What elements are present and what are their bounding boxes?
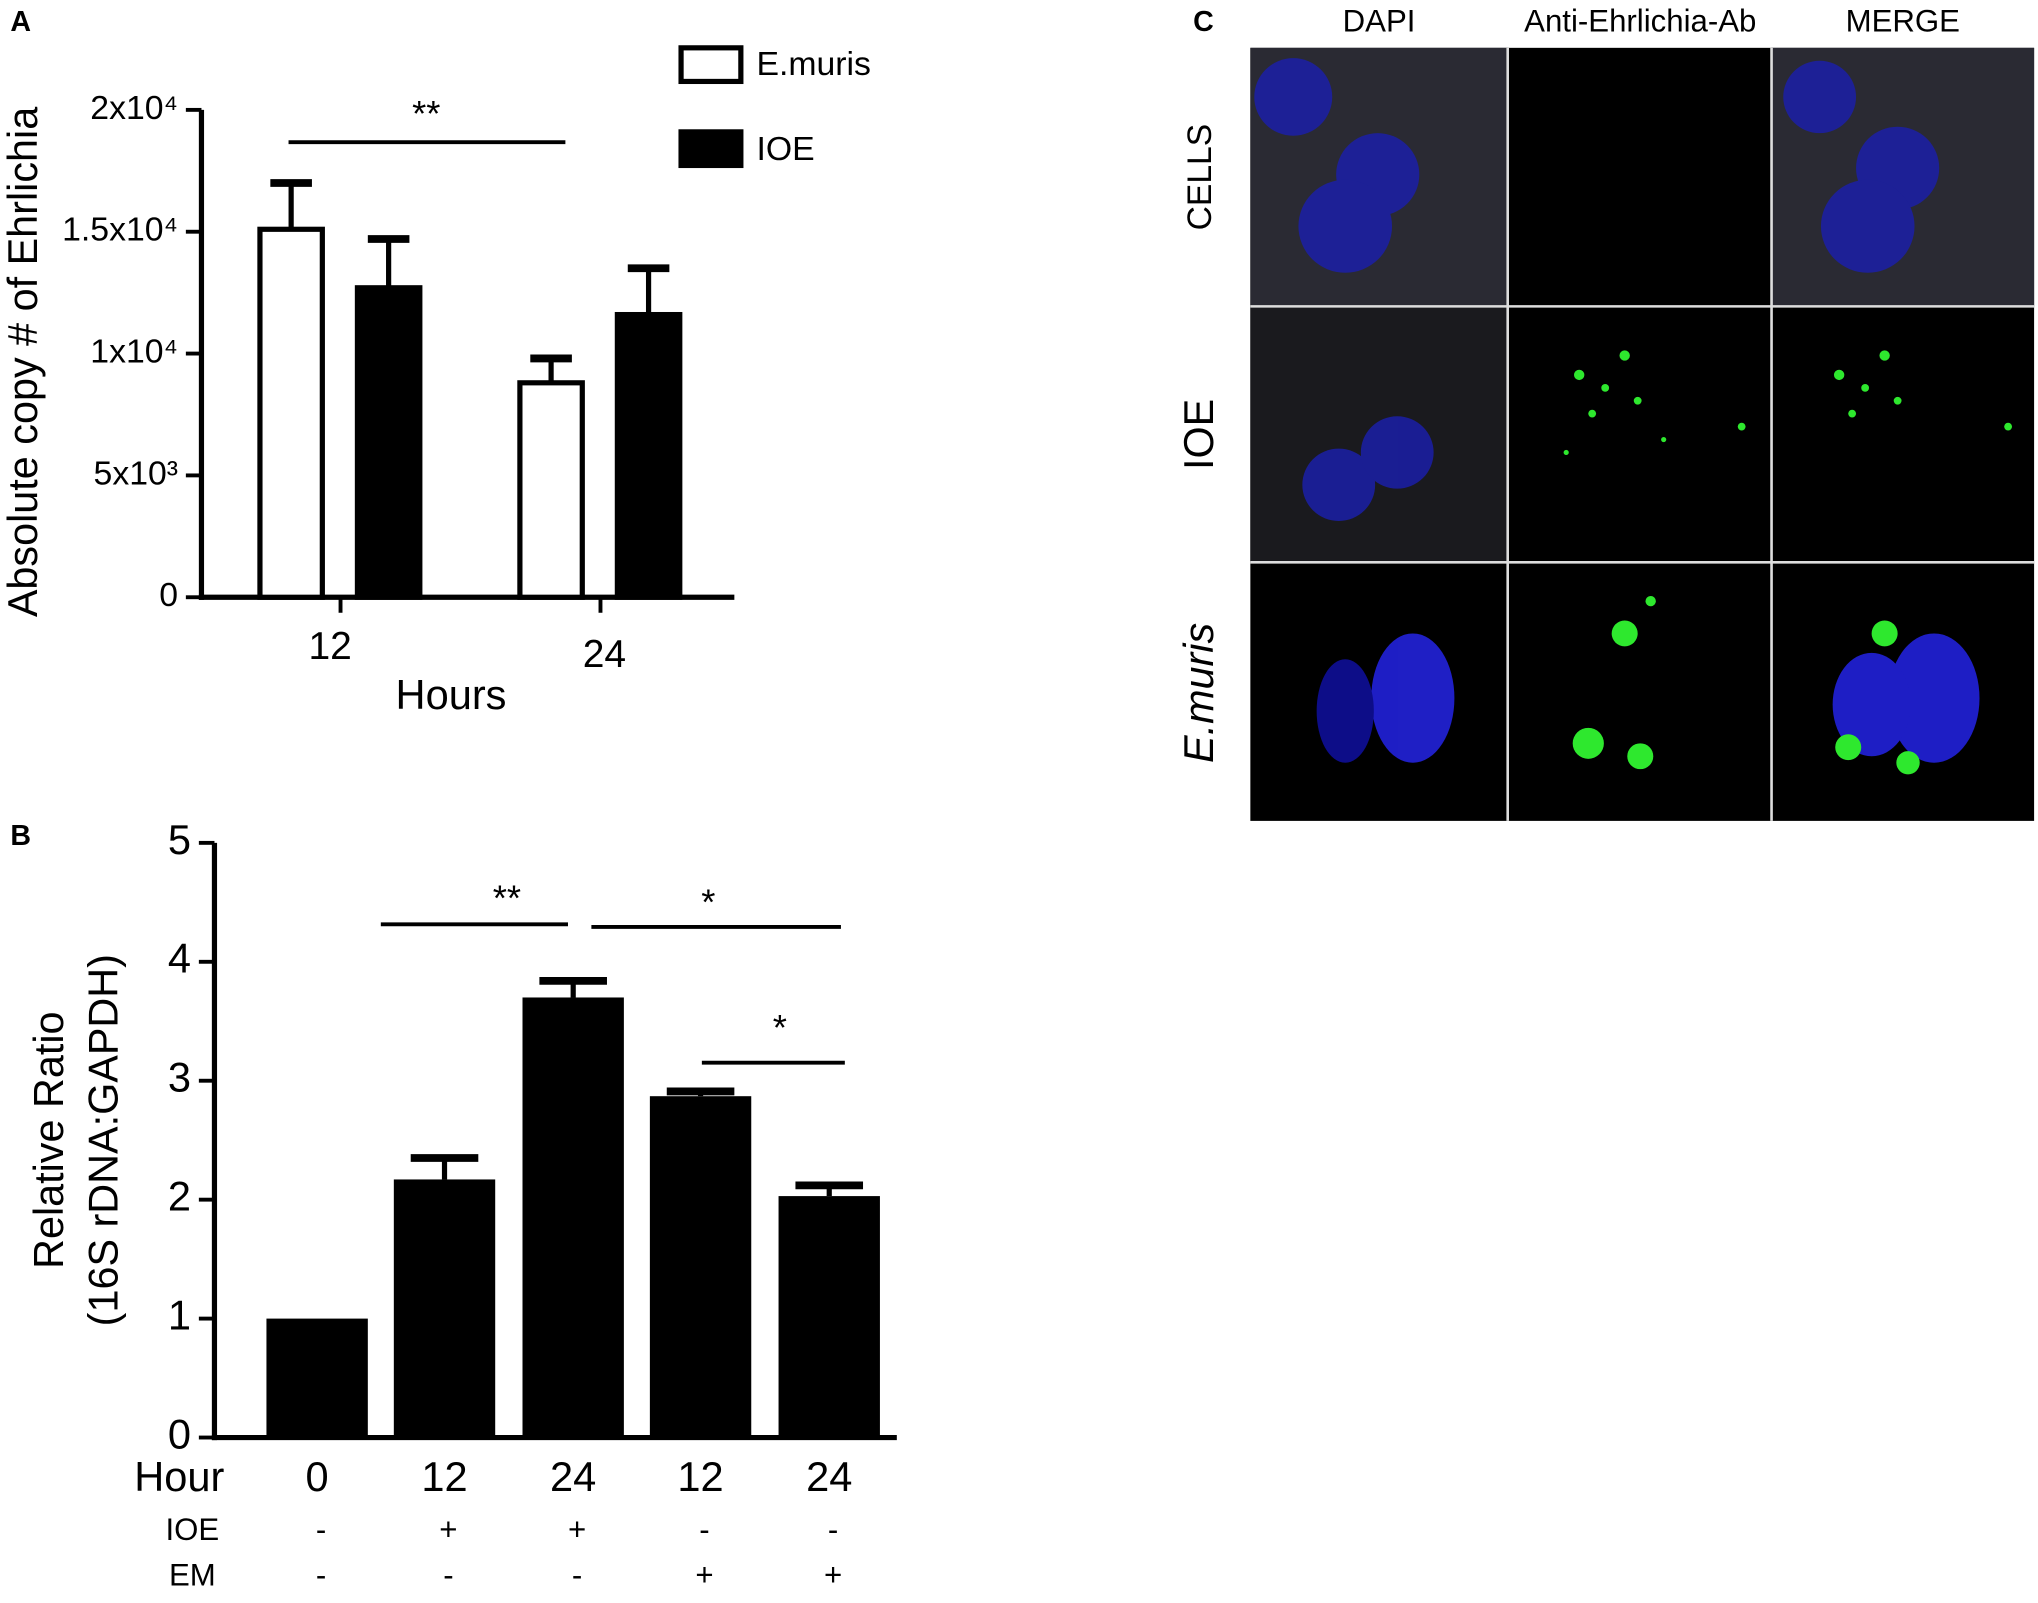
bar — [266, 1318, 368, 1438]
x-tick-label: 24 — [806, 1453, 852, 1500]
significance-label: ** — [493, 878, 521, 919]
x-tick-label: 24 — [583, 633, 626, 676]
y-tick-label: 2 — [168, 1173, 191, 1220]
row-value: - — [572, 1557, 582, 1592]
legend-swatch — [678, 129, 744, 169]
row-value: - — [316, 1512, 326, 1547]
row-value: + — [439, 1512, 457, 1547]
legend-swatch — [678, 45, 744, 85]
row-name: IOE — [166, 1512, 220, 1547]
legend-label: IOE — [756, 130, 814, 168]
legend-label: E.muris — [756, 45, 870, 83]
bar — [393, 1179, 496, 1438]
panel-label: B — [10, 820, 31, 852]
bar — [522, 997, 624, 1438]
y-axis-title: (16S rDNA:GAPDH) — [79, 954, 126, 1326]
y-tick-label: 5x10³ — [94, 454, 179, 492]
row-label: IOE — [1175, 399, 1222, 470]
bar — [354, 285, 423, 600]
y-tick-label: 4 — [168, 935, 191, 982]
row-value: - — [443, 1557, 453, 1592]
row-value: - — [828, 1512, 838, 1547]
row-name: EM — [169, 1557, 216, 1592]
y-tick-label: 5 — [168, 816, 191, 863]
column-header: MERGE — [1846, 4, 1960, 39]
bar — [517, 380, 585, 600]
row-value: - — [316, 1557, 326, 1592]
significance-label: * — [701, 882, 715, 923]
bar — [257, 226, 325, 600]
x-tick-label: 0 — [306, 1453, 329, 1500]
y-axis-title: Absolute copy # of Ehrlichia — [0, 106, 46, 617]
y-tick-label: 1x10⁴ — [90, 333, 178, 371]
panel-label: A — [10, 6, 31, 38]
x-axis-title: Hour — [134, 1453, 224, 1500]
row-label: CELLS — [1181, 124, 1219, 230]
row-value: - — [699, 1512, 709, 1547]
x-tick-label: 12 — [308, 625, 351, 668]
row-value: + — [824, 1557, 842, 1592]
x-tick-label: 24 — [550, 1453, 596, 1500]
column-header: Anti-Ehrlichia-Ab — [1524, 4, 1756, 39]
row-value: + — [568, 1512, 586, 1547]
x-tick-label: 12 — [677, 1453, 723, 1500]
y-tick-label: 1.5x10⁴ — [62, 211, 178, 249]
bar — [649, 1096, 752, 1438]
y-tick-label: 3 — [168, 1054, 191, 1101]
y-axis-title: Relative Ratio — [25, 1011, 72, 1268]
bar — [614, 311, 683, 600]
y-tick-label: 1 — [168, 1292, 191, 1339]
image-grid — [1250, 47, 2035, 821]
y-tick-label: 0 — [168, 1411, 191, 1458]
bar — [778, 1196, 880, 1438]
panel-label: C — [1193, 6, 1214, 38]
column-header: DAPI — [1343, 4, 1416, 39]
x-axis-title: Hours — [396, 671, 507, 718]
significance-label: * — [773, 1007, 787, 1048]
significance-label: ** — [412, 93, 440, 134]
y-tick-label: 2x10⁴ — [90, 89, 178, 127]
y-tick-label: 0 — [159, 576, 178, 614]
x-tick-label: 12 — [421, 1453, 467, 1500]
row-label: E.muris — [1175, 623, 1222, 763]
row-value: + — [695, 1557, 713, 1592]
